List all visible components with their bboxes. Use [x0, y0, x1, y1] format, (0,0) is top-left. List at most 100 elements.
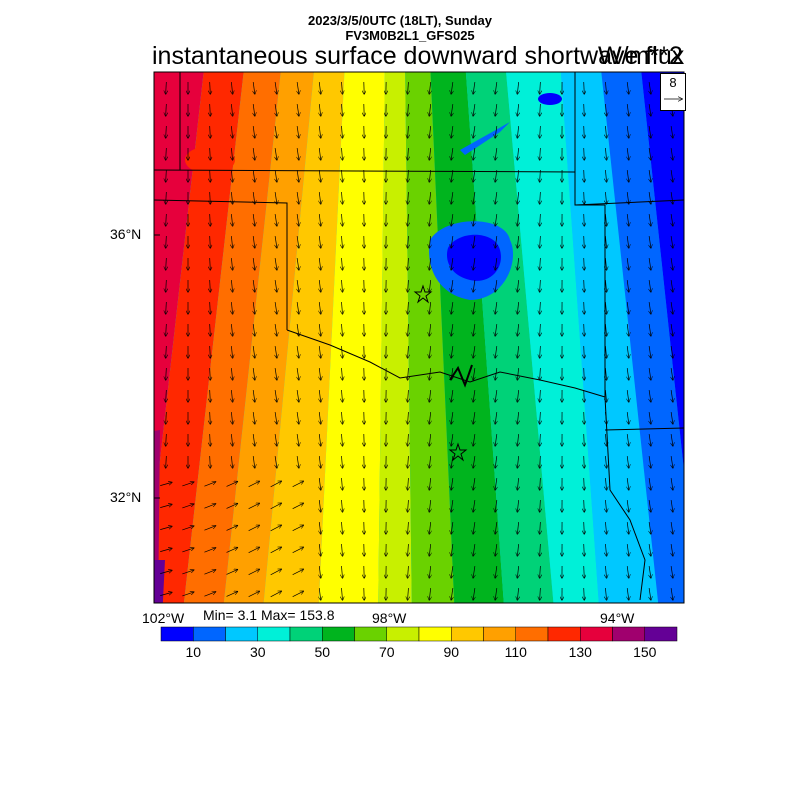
wind-vector [253, 170, 255, 182]
wind-vector [166, 455, 167, 468]
wind-vector [210, 279, 211, 292]
wind-vector [627, 214, 629, 226]
wind-vector [275, 302, 277, 314]
station-star-icon [448, 442, 468, 462]
wind-vector [540, 389, 541, 402]
wind-vector [473, 566, 475, 578]
wind-vector [408, 213, 409, 226]
wind-vector [319, 236, 320, 248]
wind-vector [253, 258, 255, 270]
lat-label: 36°N [110, 226, 142, 242]
wind-vector [319, 390, 320, 402]
wind-vector [473, 170, 475, 182]
wind-vector [649, 324, 651, 336]
wind-vector [584, 323, 585, 336]
wind-vector [429, 565, 430, 578]
wind-vector [671, 544, 673, 556]
wind-vector [408, 81, 409, 94]
wind-vector [495, 324, 497, 336]
wind-vector [649, 456, 651, 468]
wind-vector [226, 482, 238, 487]
wind-vector [605, 543, 606, 556]
wind-vector [451, 346, 453, 358]
wind-vector [297, 302, 299, 314]
wind-vector [627, 280, 629, 292]
wind-vector [408, 499, 409, 512]
wind-vector [210, 191, 211, 204]
wind-vector [649, 522, 651, 534]
wind-vector [270, 569, 282, 576]
wind-vector [342, 433, 343, 446]
wind-vector [451, 588, 453, 600]
wind-vector [451, 170, 453, 182]
wind-vector [584, 345, 585, 358]
colorbar-swatch [483, 626, 516, 642]
wind-vector [226, 548, 238, 553]
wind-vector [473, 412, 475, 424]
wind-vector [231, 279, 232, 292]
wind-vector [627, 500, 629, 512]
wind-vector [627, 346, 629, 358]
wind-vector [584, 389, 585, 402]
wind-vector [160, 592, 172, 596]
lon-label: 102°W [142, 610, 185, 626]
wind-vector [342, 565, 343, 578]
wind-vector [226, 504, 238, 509]
wind-vector [408, 521, 409, 534]
wind-vector [231, 235, 232, 248]
wind-vector [540, 411, 541, 424]
wind-vector [408, 279, 409, 292]
wind-vector [627, 170, 629, 182]
wind-vector [584, 125, 585, 138]
wind-vector [408, 257, 409, 270]
wind-vector [627, 148, 629, 160]
wind-vector [342, 345, 343, 358]
wind-vector [495, 236, 497, 248]
wind-vector [649, 500, 651, 512]
wind-vector [342, 235, 343, 248]
wind-vector [584, 477, 585, 490]
wind-vector [451, 500, 453, 512]
colorbar-swatch [580, 626, 613, 642]
wind-vector [319, 324, 320, 336]
wind-vector [605, 323, 606, 336]
wind-vector [342, 587, 343, 600]
wind-vector [429, 543, 430, 556]
colorbar-swatch [612, 626, 645, 642]
wind-vector [649, 104, 651, 116]
wind-vector [584, 81, 585, 94]
colorbar-swatch [451, 626, 484, 642]
wind-vector [248, 569, 260, 575]
wind-vector [495, 500, 497, 512]
wind-vector [319, 544, 320, 556]
wind-vector [495, 82, 497, 94]
wind-vector [429, 433, 430, 446]
wind-vector [429, 279, 430, 292]
wind-vector [408, 103, 409, 116]
wind-vector [627, 104, 629, 116]
wind-vector [166, 125, 167, 138]
wind-vector [319, 302, 320, 314]
wind-vector [275, 214, 277, 226]
colorbar-swatch [160, 626, 194, 642]
wind-vector [182, 592, 193, 597]
wind-vector [319, 588, 320, 600]
wind-vector [605, 389, 606, 402]
wind-vector [408, 455, 409, 468]
wind-vector [627, 566, 629, 578]
wind-vector [495, 148, 497, 160]
wind-vector [627, 522, 629, 534]
wind-vector [275, 126, 277, 138]
wind-vector [342, 543, 343, 556]
wind-vector [210, 257, 211, 270]
wind-vector [584, 257, 585, 270]
wind-vector [429, 477, 430, 490]
wind-vector [210, 301, 211, 314]
wind-vector [275, 192, 277, 204]
wind-vector [297, 170, 299, 182]
wind-vector [627, 236, 629, 248]
wind-vector [451, 544, 453, 556]
wind-vector [275, 280, 277, 292]
wind-vector [275, 368, 277, 380]
wind-vector [605, 587, 606, 600]
